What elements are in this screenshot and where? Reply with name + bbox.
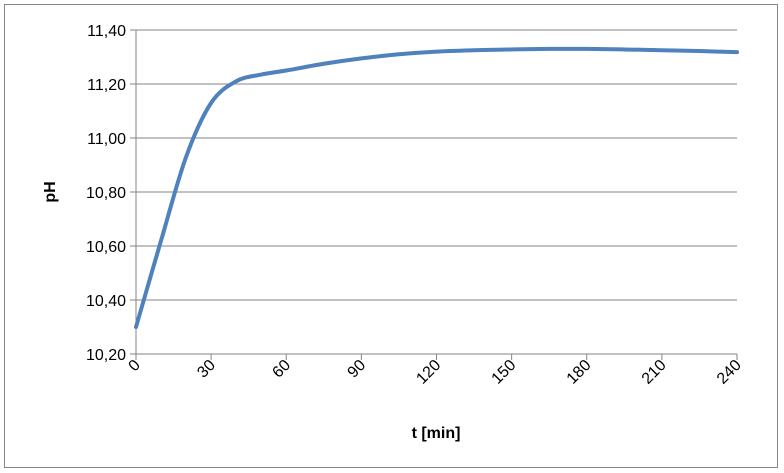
axes (130, 29, 738, 360)
y-tick-label: 11,40 (87, 23, 126, 40)
x-tick-label: 30 (194, 357, 219, 382)
y-tick-label: 11,00 (87, 131, 126, 148)
x-tick-labels: 0 30 60 90 120 150 180 210 240 (126, 357, 745, 388)
x-tick-label: 240 (714, 357, 745, 388)
y-tick-label: 10,80 (86, 185, 126, 202)
chart-frame (4, 4, 778, 468)
x-tick-label: 0 (126, 357, 144, 375)
grid-lines (136, 29, 737, 301)
y-tick-label: 11,20 (87, 77, 126, 94)
x-tick-label: 150 (489, 357, 520, 388)
x-tick-label: 90 (345, 357, 370, 382)
series-group (134, 46, 739, 329)
x-tick-label: 210 (639, 357, 670, 388)
y-tick-label: 10,40 (86, 293, 126, 310)
x-axis-title: t [min] (412, 425, 461, 442)
y-tick-label: 10,60 (86, 239, 126, 256)
x-tick-label: 120 (413, 357, 444, 388)
y-tick-labels: 10,20 10,40 10,60 10,80 11,00 11,20 11,40 (86, 23, 126, 364)
x-tick-label: 180 (564, 357, 595, 388)
y-tick-label: 10,20 (86, 347, 126, 364)
series-line (134, 46, 739, 329)
x-tick-label: 60 (269, 357, 294, 382)
y-axis-title: pH (42, 181, 59, 202)
